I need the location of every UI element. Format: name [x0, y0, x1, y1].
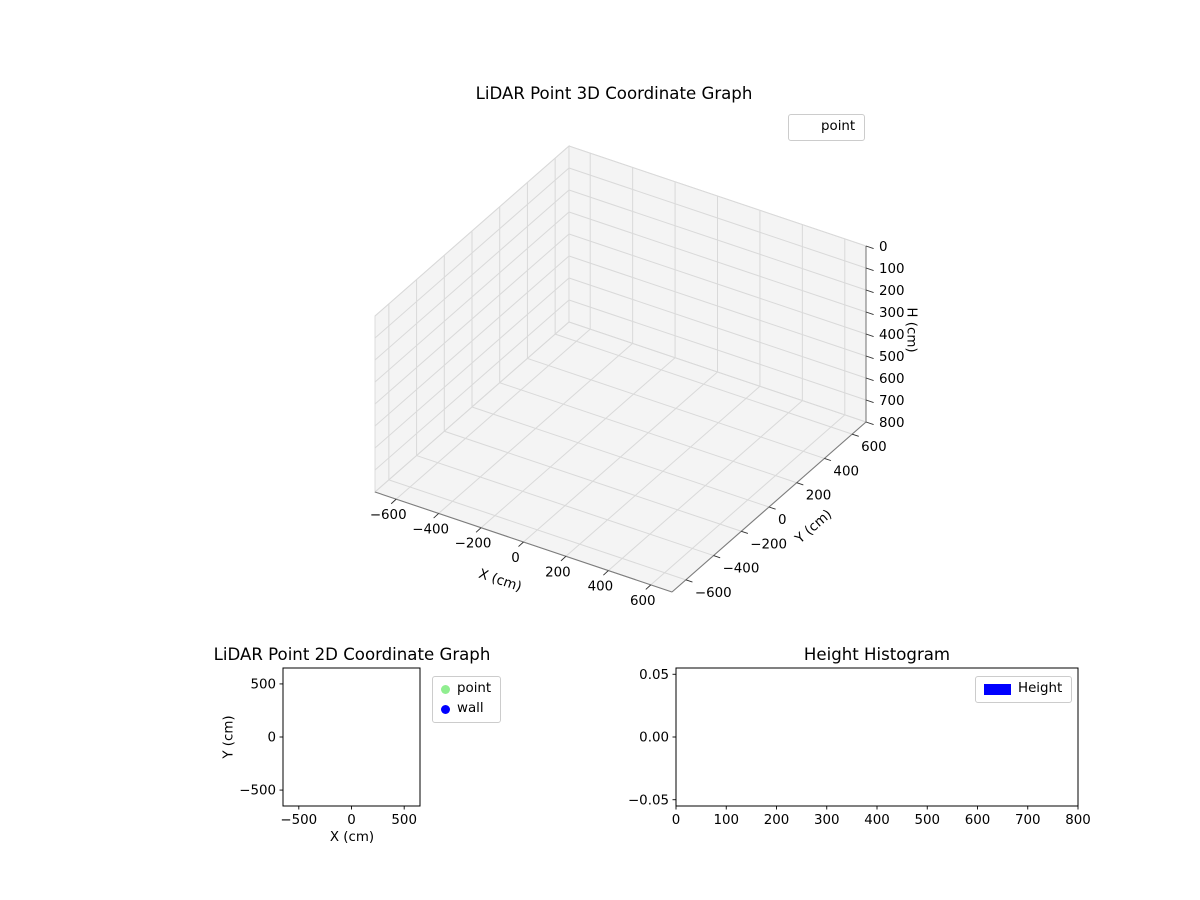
legend-item-wall-2d: wall [441, 701, 491, 718]
svg-text:700: 700 [1015, 813, 1041, 828]
hist-axes: 0 100 200 300 400 500 600 700 800 −0.05 0.00 0.05 [628, 667, 1091, 828]
svg-text:500: 500 [879, 350, 905, 365]
legend-item-height: Height [984, 681, 1062, 698]
svg-text:−600: −600 [695, 586, 732, 601]
wall-marker-icon [441, 704, 450, 714]
svg-text:0.00: 0.00 [639, 731, 669, 746]
svg-text:−600: −600 [370, 508, 407, 523]
legend-label-point-3d: point [821, 119, 856, 134]
svg-text:400: 400 [833, 464, 859, 479]
svg-text:0.05: 0.05 [639, 668, 669, 683]
svg-text:−200: −200 [750, 537, 787, 552]
svg-text:300: 300 [814, 813, 840, 828]
svg-text:−0.05: −0.05 [628, 793, 669, 808]
svg-text:800: 800 [1065, 813, 1091, 828]
svg-text:600: 600 [630, 594, 656, 609]
chart2d-legend: point wall [432, 676, 502, 723]
svg-text:−400: −400 [723, 562, 760, 577]
legend-item-point-3d: point [797, 119, 855, 136]
point-marker-icon [441, 684, 450, 694]
hist-legend: Height [975, 676, 1073, 703]
svg-text:0: 0 [267, 731, 276, 746]
svg-text:−500: −500 [239, 784, 276, 799]
svg-text:700: 700 [879, 394, 905, 409]
svg-text:500: 500 [250, 678, 276, 693]
svg-text:200: 200 [764, 813, 790, 828]
svg-text:0: 0 [511, 551, 520, 566]
chart3d-legend: point [788, 114, 866, 141]
chart2d-title: LiDAR Point 2D Coordinate Graph [213, 645, 491, 664]
svg-text:100: 100 [879, 262, 905, 277]
svg-text:200: 200 [545, 565, 571, 580]
svg-text:400: 400 [879, 328, 905, 343]
chart3d-z-axis-label: H (cm) [903, 307, 919, 353]
svg-text:800: 800 [879, 416, 905, 431]
svg-text:500: 500 [914, 813, 940, 828]
svg-text:500: 500 [391, 813, 417, 828]
svg-text:200: 200 [879, 284, 905, 299]
svg-text:600: 600 [861, 440, 887, 455]
chart2d-x-axis-label: X (cm) [329, 830, 375, 845]
point-marker-icon [797, 122, 814, 133]
svg-text:−200: −200 [455, 537, 492, 552]
svg-text:0: 0 [879, 240, 888, 255]
plot3d-ticks [390, 245, 874, 590]
svg-text:−400: −400 [412, 522, 449, 537]
chart2d-y-axis-label: Y (cm) [221, 715, 237, 759]
svg-text:−500: −500 [280, 813, 317, 828]
svg-text:0: 0 [778, 513, 787, 528]
legend-item-point-2d: point [441, 681, 491, 698]
svg-text:0: 0 [672, 813, 681, 828]
svg-text:300: 300 [879, 306, 905, 321]
plot3d-tick-labels: −600−400−2000200400600−600−400−200020040… [370, 240, 905, 609]
hist-title: Height Histogram [803, 645, 951, 664]
svg-text:100: 100 [713, 813, 739, 828]
svg-text:400: 400 [864, 813, 890, 828]
svg-text:600: 600 [879, 372, 905, 387]
legend-label-wall-2d: wall [457, 700, 484, 716]
svg-text:0: 0 [347, 813, 356, 828]
chart3d-title: LiDAR Point 3D Coordinate Graph [475, 84, 753, 103]
height-marker-icon [984, 683, 1011, 695]
plot3d-grid [374, 145, 867, 586]
svg-text:400: 400 [588, 580, 614, 595]
svg-text:600: 600 [965, 813, 991, 828]
legend-label-point-2d: point [457, 681, 492, 696]
svg-text:200: 200 [806, 489, 832, 504]
plot2d-axes: −500 0 500 −500 0 500 [239, 667, 421, 828]
legend-label-height: Height [1018, 681, 1063, 696]
